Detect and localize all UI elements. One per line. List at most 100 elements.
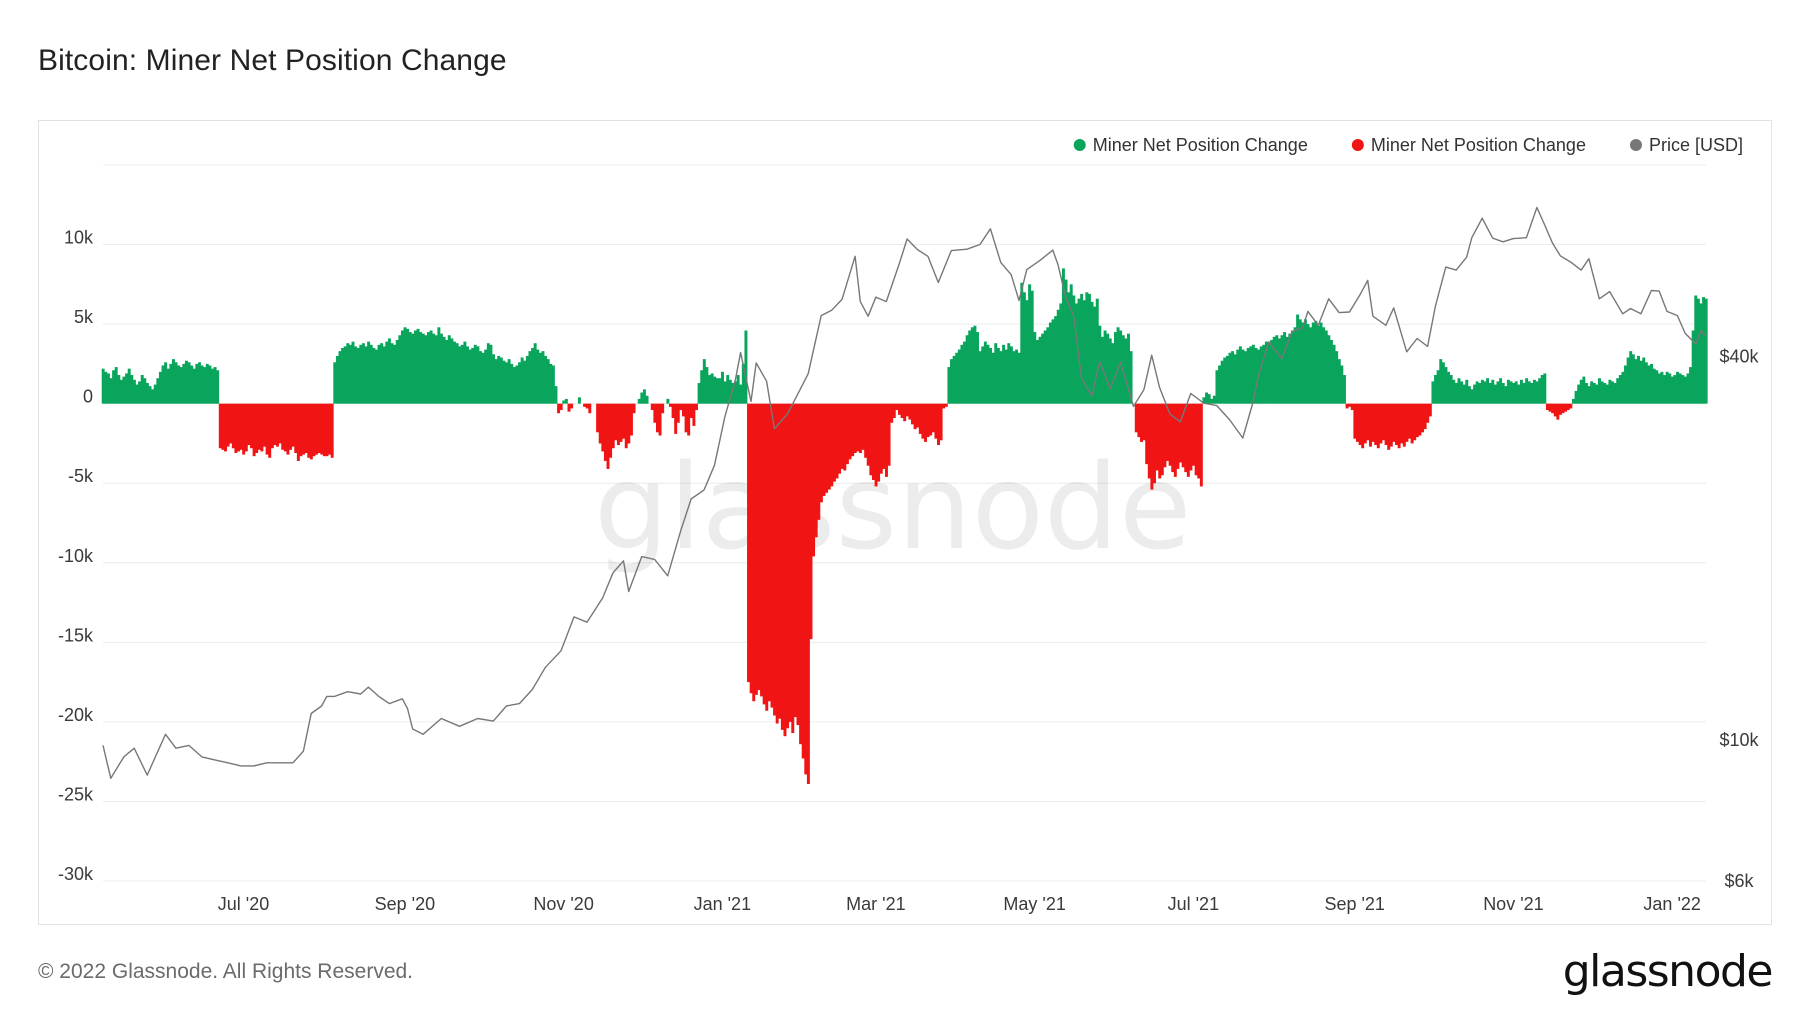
- bar: [481, 352, 485, 404]
- bar: [1098, 325, 1102, 404]
- bar: [302, 403, 306, 455]
- bar: [437, 327, 441, 404]
- bar: [1189, 403, 1193, 471]
- bar: [661, 403, 665, 414]
- x-tick-label: Jul '21: [1168, 894, 1219, 914]
- bar: [341, 347, 345, 404]
- bar: [1454, 382, 1458, 404]
- bar: [106, 373, 110, 404]
- bar: [1426, 403, 1430, 423]
- bar: [1504, 386, 1508, 404]
- legend-item[interactable]: Miner Net Position Change: [1351, 135, 1586, 155]
- bar: [122, 376, 126, 404]
- bar: [650, 403, 654, 411]
- bar: [1332, 344, 1336, 404]
- bar: [1309, 327, 1313, 404]
- bar: [291, 403, 295, 447]
- bar: [895, 403, 899, 411]
- bar: [588, 403, 592, 414]
- bar: [518, 362, 522, 404]
- x-tick-label: Jan '22: [1643, 894, 1700, 914]
- bar: [770, 403, 774, 708]
- bar: [426, 332, 430, 404]
- bar: [1566, 403, 1570, 411]
- bar: [494, 359, 498, 404]
- bar: [1345, 403, 1349, 409]
- bar: [1244, 351, 1248, 404]
- legend-item[interactable]: Price [USD]: [1629, 135, 1743, 155]
- bar: [1280, 335, 1284, 404]
- legend-label: Miner Net Position Change: [1371, 135, 1586, 155]
- bar: [101, 368, 105, 404]
- y-tick-label: -25k: [58, 784, 94, 804]
- bar: [320, 403, 324, 455]
- legend-item[interactable]: Miner Net Position Change: [1073, 135, 1308, 155]
- y-right-tick-label: $10k: [1719, 730, 1759, 750]
- bar: [1449, 375, 1453, 404]
- bar: [1514, 381, 1518, 404]
- bar: [645, 395, 649, 404]
- bar: [669, 403, 672, 407]
- bar: [117, 375, 121, 404]
- bar: [1012, 351, 1016, 404]
- bar: [551, 365, 555, 404]
- bar: [252, 403, 256, 457]
- bar: [1506, 379, 1510, 404]
- bar: [171, 359, 175, 404]
- bar: [1608, 379, 1612, 404]
- bar: [1059, 303, 1063, 404]
- bar: [1587, 386, 1591, 404]
- bar: [1335, 351, 1339, 404]
- bar: [1095, 298, 1099, 404]
- bar: [1694, 295, 1698, 404]
- bar: [845, 403, 849, 465]
- bar: [1486, 378, 1490, 404]
- bar: [440, 333, 443, 404]
- bar: [148, 386, 152, 404]
- bar: [1655, 370, 1659, 404]
- bar: [741, 363, 745, 404]
- bar: [492, 354, 495, 404]
- bar: [359, 344, 363, 404]
- bar: [374, 349, 378, 404]
- bar: [955, 352, 959, 404]
- bar: [393, 344, 397, 404]
- bar: [832, 403, 836, 482]
- bar: [944, 403, 948, 407]
- bar: [1444, 367, 1448, 404]
- bar: [1644, 362, 1648, 404]
- bar: [655, 403, 659, 433]
- bar: [1270, 340, 1274, 404]
- bar: [968, 330, 972, 404]
- bar: [187, 362, 191, 404]
- bar: [242, 403, 246, 455]
- legend[interactable]: Price [USD] Miner Net Position Change Mine…: [1073, 135, 1743, 155]
- y-tick-label: -15k: [58, 625, 94, 645]
- bar: [463, 341, 467, 404]
- bar: [1431, 381, 1435, 404]
- bar: [705, 367, 709, 404]
- bar: [783, 403, 787, 737]
- bar: [346, 343, 350, 404]
- bar: [140, 375, 144, 404]
- bar: [1077, 298, 1081, 404]
- glassnode-logo[interactable]: glassnode: [1562, 946, 1774, 997]
- bar: [403, 327, 407, 404]
- bar: [1493, 384, 1497, 404]
- bar: [952, 355, 956, 404]
- bar: [614, 403, 618, 441]
- bar: [1408, 403, 1411, 439]
- bar: [1056, 309, 1060, 404]
- bar: [1405, 403, 1409, 442]
- bar: [1561, 403, 1565, 414]
- bar: [830, 403, 834, 487]
- bar: [447, 335, 451, 404]
- bar: [726, 375, 730, 404]
- bar: [512, 367, 516, 404]
- bar: [619, 403, 623, 442]
- bar: [1665, 371, 1669, 404]
- bar: [1004, 349, 1008, 404]
- bar: [1605, 384, 1609, 404]
- bar: [343, 346, 347, 404]
- legend-label: Miner Net Position Change: [1093, 135, 1308, 155]
